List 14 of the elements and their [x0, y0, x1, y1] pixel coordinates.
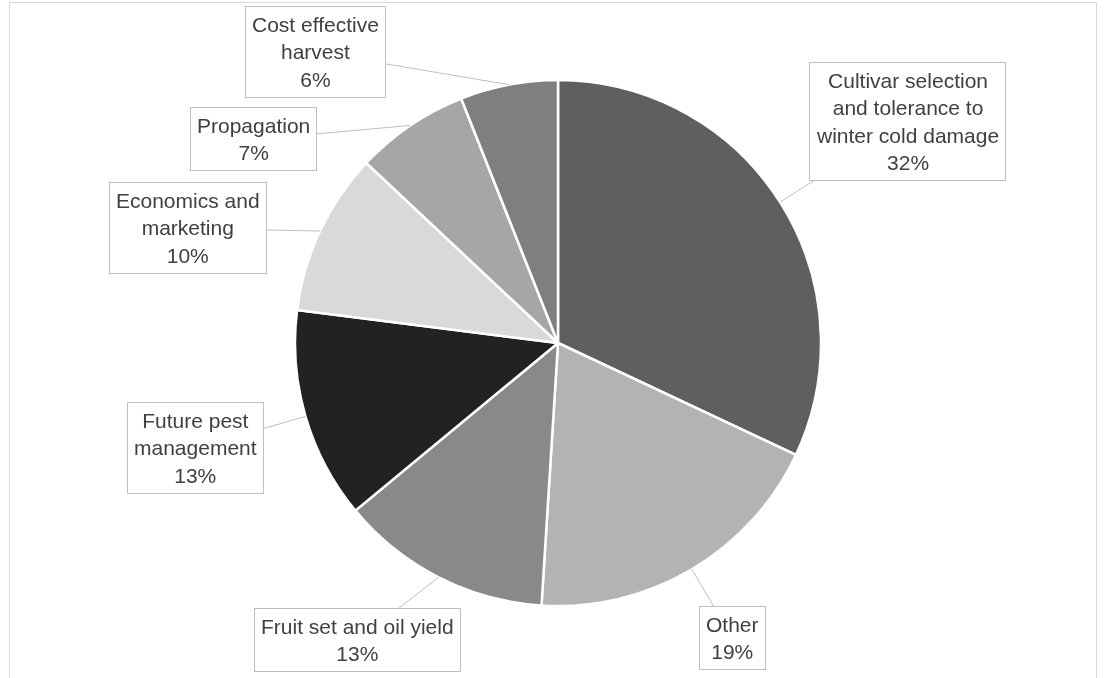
data-label: 19%: [711, 640, 754, 664]
data-label: 32%: [887, 150, 930, 174]
slice-label: Other: [706, 613, 759, 636]
data-label: 6%: [300, 67, 331, 91]
data-label: 13%: [174, 463, 217, 487]
slice-label: Cultivar selection and tolerance to winter cold damage: [816, 69, 1000, 147]
slice-label: Propagation: [197, 114, 311, 137]
data-label: 10%: [166, 243, 209, 267]
slice-label: Cost effective harvest: [252, 13, 379, 64]
slice-label: Economics and marketing: [116, 189, 260, 240]
data-label: 7%: [238, 141, 269, 165]
data-label: 13%: [336, 642, 379, 666]
slice-label: Future pest management: [134, 409, 257, 460]
slice-label: Fruit set and oil yield: [261, 615, 454, 638]
